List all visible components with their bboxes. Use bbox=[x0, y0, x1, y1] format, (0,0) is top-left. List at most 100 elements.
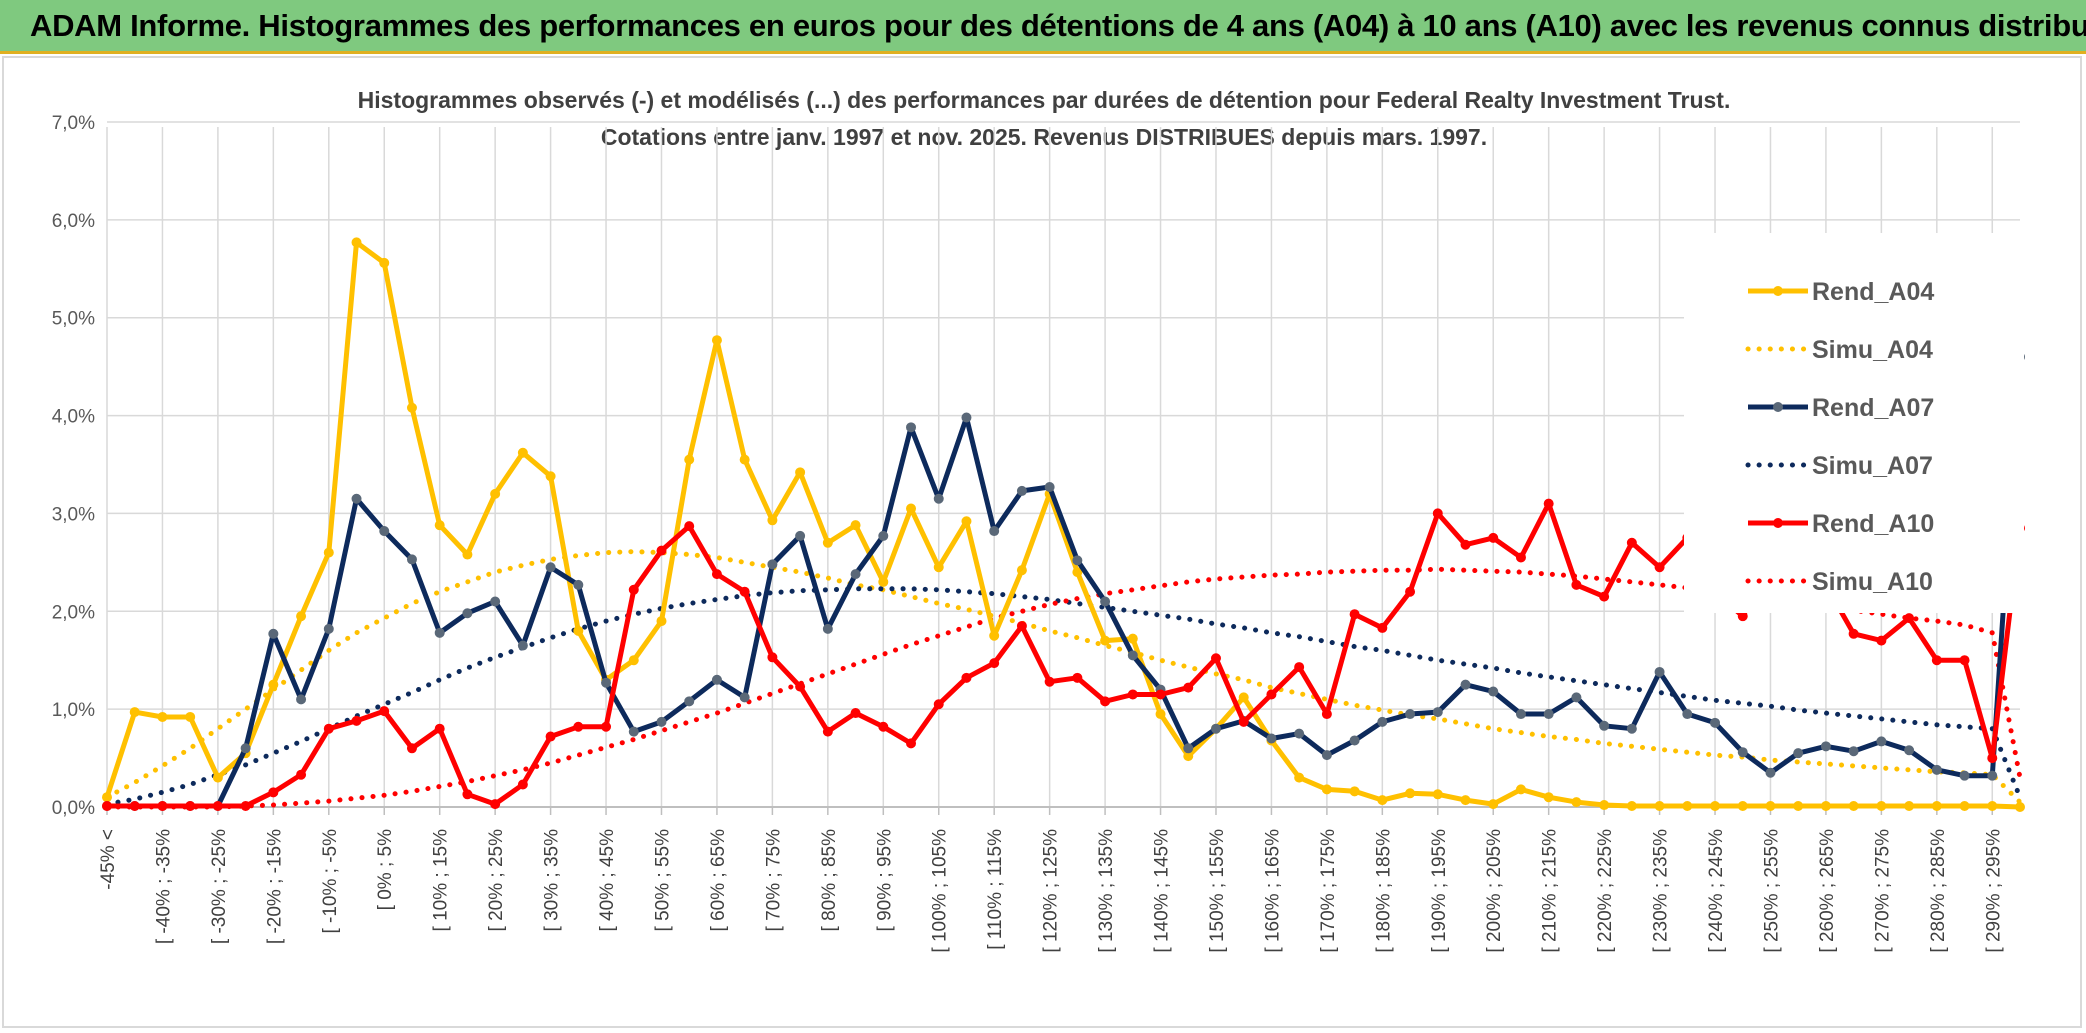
histogram-chart: Histogrammes observés (-) et modélisés (… bbox=[4, 58, 2080, 1026]
y-tick-label: 3,0% bbox=[52, 504, 95, 525]
data-point bbox=[1626, 801, 1637, 812]
chart-subtitle: Cotations entre janv. 1997 et nov. 2025.… bbox=[601, 124, 1487, 150]
data-point bbox=[1682, 801, 1693, 812]
legend-label: Rend_A07 bbox=[1812, 394, 1934, 422]
legend-marker bbox=[1773, 286, 1783, 296]
data-point bbox=[1765, 801, 1776, 812]
data-point bbox=[1488, 686, 1499, 697]
data-point bbox=[1682, 709, 1693, 720]
data-point bbox=[517, 447, 528, 458]
x-tick-label: [ 0% ; 5% bbox=[375, 829, 396, 910]
y-axis: 0,0% 1,0% 2,0% 3,0% 4,0% 5,0% 6,0% 7,0% bbox=[52, 113, 95, 819]
x-tick-label: [ 80% ; 85% bbox=[819, 829, 840, 932]
x-tick-label: [ 260% ; 265% bbox=[1817, 829, 1838, 953]
data-point bbox=[1820, 801, 1831, 812]
data-point bbox=[1405, 788, 1416, 799]
data-point bbox=[822, 537, 833, 548]
series-rend-a04 bbox=[102, 237, 2025, 812]
x-tick-label: [ 180% ; 185% bbox=[1373, 829, 1394, 953]
data-point bbox=[1793, 801, 1804, 812]
data-point bbox=[1737, 747, 1748, 758]
data-point bbox=[989, 630, 1000, 641]
data-point bbox=[573, 579, 584, 590]
data-point bbox=[102, 801, 112, 812]
data-point bbox=[1654, 666, 1665, 677]
data-point bbox=[1460, 795, 1471, 806]
data-point bbox=[1072, 672, 1083, 683]
x-tick-label: [ 200% ; 205% bbox=[1484, 829, 1505, 953]
data-point bbox=[739, 586, 750, 597]
data-point bbox=[157, 801, 168, 812]
data-point bbox=[1626, 723, 1637, 734]
x-tick-label: [ 290% ; 295% bbox=[1983, 829, 2004, 953]
data-point bbox=[656, 616, 667, 627]
legend-label: Simu_A04 bbox=[1812, 336, 1933, 364]
data-point bbox=[1432, 789, 1443, 800]
y-tick-label: 6,0% bbox=[52, 211, 95, 232]
series-simu-a10 bbox=[104, 566, 2023, 810]
report-title: ADAM Informe. Histogrammes des performan… bbox=[30, 8, 2086, 43]
data-point bbox=[850, 520, 861, 531]
data-point bbox=[989, 526, 1000, 537]
data-point bbox=[1793, 748, 1804, 759]
data-point bbox=[1959, 655, 1970, 666]
legend-marker bbox=[1773, 518, 1783, 528]
x-tick-label: [ 50% ; 55% bbox=[652, 829, 673, 932]
data-point bbox=[1321, 750, 1332, 761]
data-point bbox=[1377, 716, 1388, 727]
x-tick-label: [ 220% ; 225% bbox=[1595, 829, 1616, 953]
data-point bbox=[1959, 770, 1970, 781]
data-point bbox=[1100, 696, 1111, 707]
data-point bbox=[296, 611, 307, 622]
data-point bbox=[1294, 728, 1305, 739]
data-point bbox=[351, 493, 362, 504]
data-point bbox=[1599, 800, 1610, 811]
data-point bbox=[1072, 555, 1083, 566]
data-point bbox=[406, 554, 417, 565]
data-point bbox=[906, 422, 917, 433]
data-point bbox=[1626, 537, 1637, 548]
data-point bbox=[296, 694, 307, 705]
data-point bbox=[212, 772, 223, 783]
legend-label: Rend_A10 bbox=[1812, 510, 1934, 538]
data-point bbox=[1432, 508, 1443, 519]
x-tick-label: [ 270% ; 275% bbox=[1872, 829, 1893, 953]
data-point bbox=[1405, 709, 1416, 720]
data-point bbox=[1987, 801, 1998, 812]
data-point bbox=[767, 515, 778, 526]
x-tick-label: [ 230% ; 235% bbox=[1651, 829, 1672, 953]
y-tick-label: 5,0% bbox=[52, 309, 95, 330]
data-point bbox=[1571, 579, 1582, 590]
data-point bbox=[129, 707, 140, 718]
x-tick-label: [ 240% ; 245% bbox=[1706, 829, 1727, 953]
data-point bbox=[1488, 532, 1499, 543]
data-point bbox=[1238, 692, 1249, 703]
data-point bbox=[517, 779, 528, 790]
data-point bbox=[1127, 650, 1138, 661]
data-point bbox=[1737, 611, 1748, 622]
data-point bbox=[656, 716, 667, 727]
data-point bbox=[129, 801, 140, 812]
data-point bbox=[1349, 735, 1360, 746]
x-tick-label: [ 110% ; 115% bbox=[985, 829, 1006, 950]
series-rend-a07 bbox=[102, 351, 2025, 812]
data-point bbox=[1876, 801, 1887, 812]
data-point bbox=[1183, 743, 1194, 754]
data-point bbox=[878, 576, 889, 587]
data-point bbox=[767, 652, 778, 663]
data-point bbox=[1515, 552, 1526, 563]
data-point bbox=[933, 699, 944, 710]
data-point bbox=[1654, 562, 1665, 573]
data-point bbox=[1210, 723, 1221, 734]
data-point bbox=[1987, 770, 1998, 781]
data-point bbox=[684, 454, 695, 465]
y-tick-label: 2,0% bbox=[52, 602, 95, 623]
report-banner: ADAM Informe. Histogrammes des performan… bbox=[0, 0, 2086, 54]
data-point bbox=[906, 503, 917, 514]
x-tick-label: [ 280% ; 285% bbox=[1928, 829, 1949, 953]
data-point bbox=[1710, 801, 1721, 812]
data-point bbox=[628, 584, 639, 595]
data-point bbox=[1321, 709, 1332, 720]
data-point bbox=[212, 801, 223, 812]
data-point bbox=[1904, 613, 1915, 624]
